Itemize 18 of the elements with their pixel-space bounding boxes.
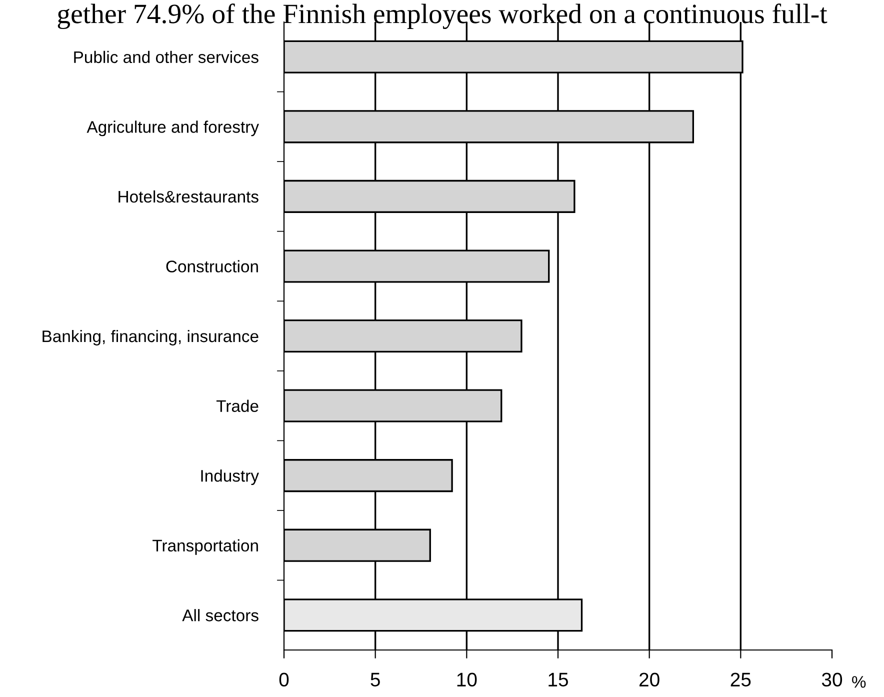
y-tick-label: Public and other services: [74, 50, 258, 64]
y-tick-label: Hotels&restaurants: [118, 190, 258, 203]
x-tick-label: 15: [548, 672, 568, 687]
y-tick-label: Trade: [216, 400, 258, 412]
x-tick-label: 30: [822, 672, 842, 687]
x-tick-label: 25: [730, 672, 751, 687]
x-tick-label: 10: [457, 672, 477, 687]
x-axis-title: %: [852, 676, 866, 688]
y-tick-label: Banking, financing, insurance: [42, 330, 258, 346]
annotation: gether 74.9% of the Finnish employees worked on a continuous full-t: [58, 3, 828, 30]
x-tick-label: 0: [279, 672, 289, 687]
y-tick-label: All sectors: [182, 609, 258, 622]
y-tick-label: Construction: [166, 260, 258, 272]
y-tick-label: Agriculture and forestry: [86, 120, 259, 136]
x-tick-label: 20: [640, 672, 660, 687]
x-tick-label: 5: [370, 672, 380, 687]
y-tick-label: Transportation: [152, 539, 258, 555]
y-tick-label: Industry: [201, 470, 259, 486]
